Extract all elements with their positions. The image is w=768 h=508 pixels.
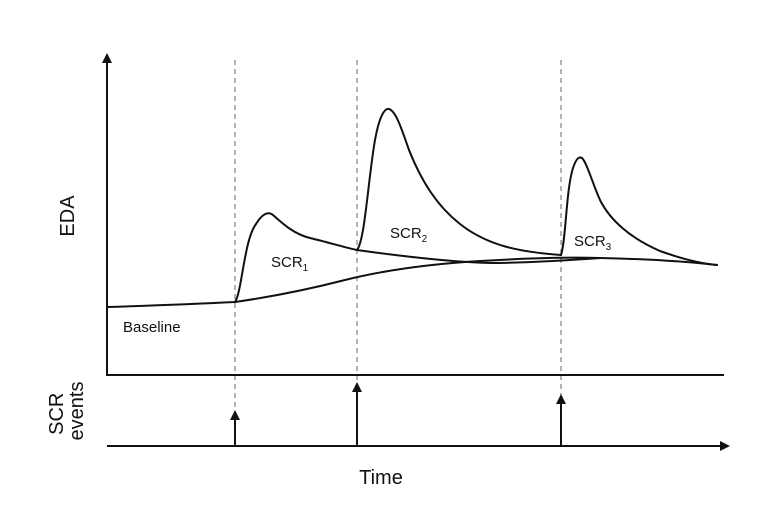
x-axis-title: Time bbox=[359, 467, 403, 489]
scr2-curve bbox=[356, 108, 562, 256]
events-axis-title-line2: events bbox=[66, 382, 88, 441]
baseline-label: Baseline bbox=[123, 319, 181, 336]
scr1-label: SCR1 bbox=[271, 254, 309, 274]
y-axis-title: EDA bbox=[57, 195, 79, 237]
scr3-label: SCR3 bbox=[574, 233, 612, 253]
scr3-curve bbox=[560, 156, 718, 266]
scr1-decay-tail bbox=[356, 249, 602, 264]
scr1-curve bbox=[234, 212, 358, 303]
events-axis-title: SCR events bbox=[46, 382, 88, 441]
events-axis-title-line1: SCR bbox=[46, 393, 68, 435]
scr2-label: SCR2 bbox=[390, 225, 428, 245]
baseline-curve bbox=[106, 256, 718, 308]
